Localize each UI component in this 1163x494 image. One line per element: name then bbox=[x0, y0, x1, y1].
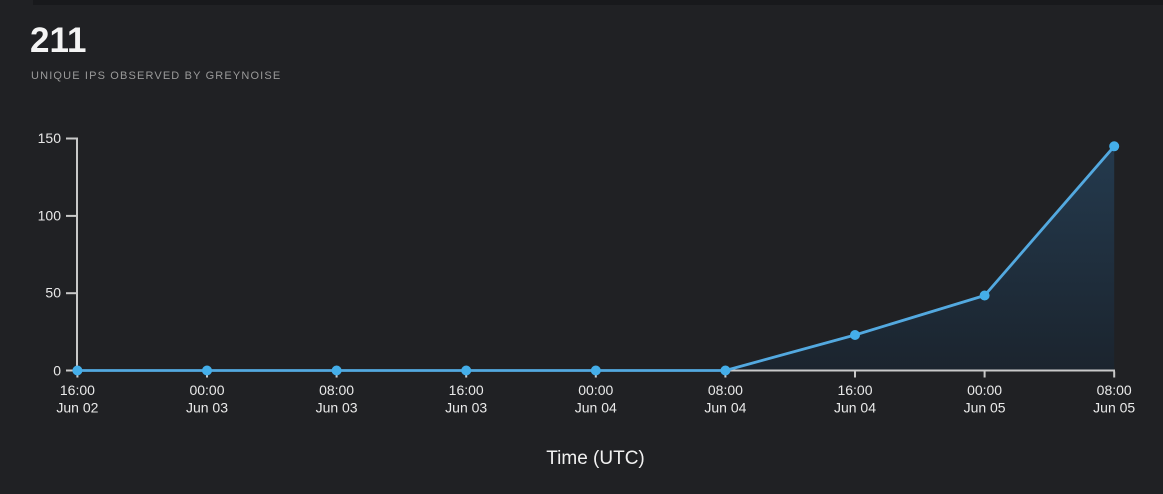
svg-text:Jun 04: Jun 04 bbox=[704, 400, 746, 416]
svg-text:Jun 05: Jun 05 bbox=[1093, 400, 1135, 416]
svg-text:Jun 02: Jun 02 bbox=[56, 400, 98, 416]
svg-text:08:00: 08:00 bbox=[1097, 382, 1132, 398]
svg-text:08:00: 08:00 bbox=[708, 382, 743, 398]
svg-text:UNIQUE IPS OBSERVED BY GREYNOI: UNIQUE IPS OBSERVED BY GREYNOISE bbox=[31, 70, 281, 82]
svg-text:150: 150 bbox=[38, 130, 62, 146]
svg-text:Jun 04: Jun 04 bbox=[834, 400, 876, 416]
svg-text:16:00: 16:00 bbox=[60, 382, 95, 398]
svg-text:Jun 03: Jun 03 bbox=[445, 400, 487, 416]
svg-text:08:00: 08:00 bbox=[319, 382, 354, 398]
svg-text:Jun 03: Jun 03 bbox=[316, 400, 358, 416]
svg-text:Time (UTC): Time (UTC) bbox=[546, 448, 645, 469]
svg-text:0: 0 bbox=[53, 363, 61, 379]
svg-text:16:00: 16:00 bbox=[837, 382, 872, 398]
svg-text:211: 211 bbox=[30, 21, 86, 60]
svg-text:16:00: 16:00 bbox=[449, 382, 484, 398]
svg-text:00:00: 00:00 bbox=[578, 382, 613, 398]
svg-text:00:00: 00:00 bbox=[967, 382, 1002, 398]
svg-text:100: 100 bbox=[38, 207, 62, 223]
svg-text:00:00: 00:00 bbox=[189, 382, 224, 398]
svg-text:Jun 05: Jun 05 bbox=[964, 400, 1006, 416]
svg-text:50: 50 bbox=[45, 285, 61, 301]
svg-text:Jun 03: Jun 03 bbox=[186, 400, 228, 416]
svg-text:Jun 04: Jun 04 bbox=[575, 400, 617, 416]
